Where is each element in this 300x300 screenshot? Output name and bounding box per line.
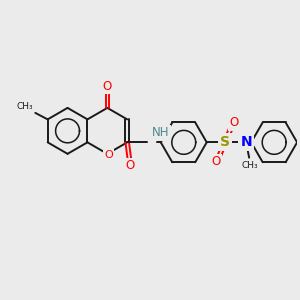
Text: CH₃: CH₃ — [17, 102, 34, 111]
Text: O: O — [104, 150, 113, 160]
Text: O: O — [229, 116, 239, 129]
Text: S: S — [220, 135, 230, 149]
Text: O: O — [125, 159, 135, 172]
Text: NH: NH — [152, 126, 169, 140]
Text: CH₃: CH₃ — [242, 161, 258, 170]
Text: N: N — [240, 135, 252, 149]
Text: O: O — [103, 80, 112, 93]
Text: O: O — [212, 155, 221, 168]
